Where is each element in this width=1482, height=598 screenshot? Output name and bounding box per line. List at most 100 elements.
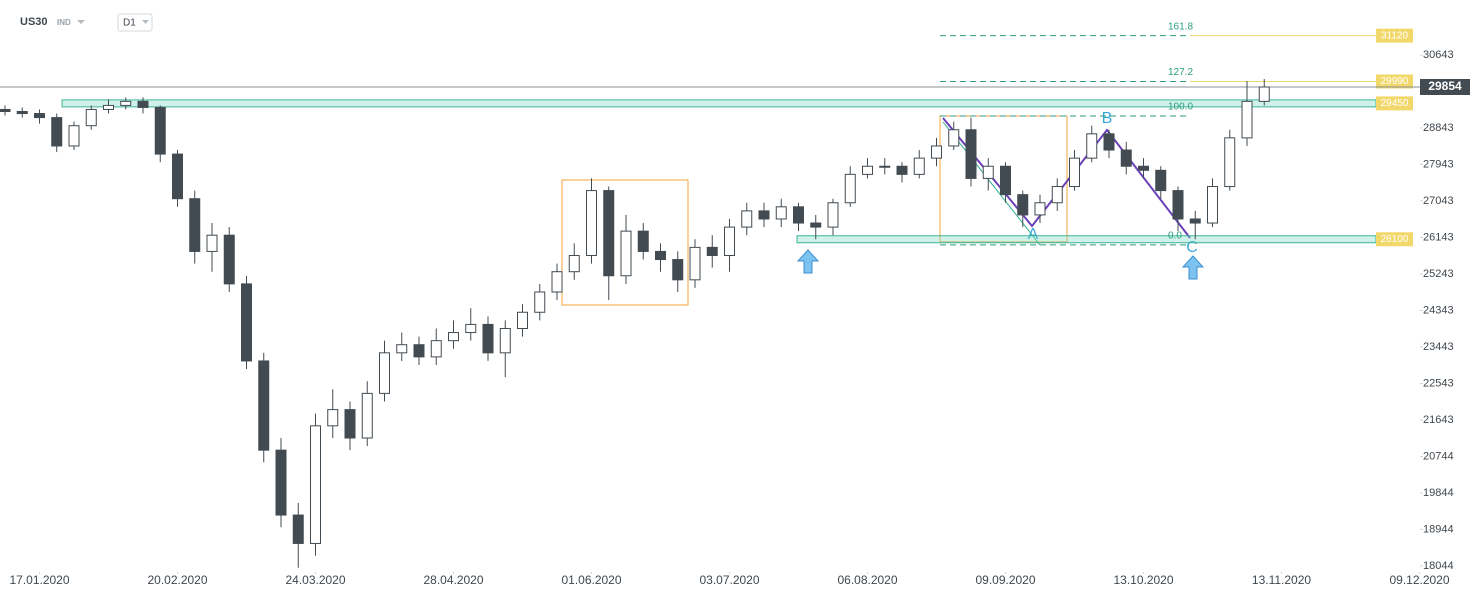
x-tick-label: 20.02.2020 (147, 573, 207, 587)
y-tick-label: 20744 (1423, 450, 1454, 462)
candle-body (241, 283, 252, 362)
x-tick-label: 13.10.2020 (1113, 573, 1173, 587)
candle-body (879, 165, 891, 168)
candle-body (189, 198, 201, 252)
candle-body (275, 449, 287, 516)
up-arrow (796, 249, 820, 274)
candle-body (413, 344, 425, 358)
y-tick-label: 18944 (1423, 523, 1454, 535)
y-tick-label: 22543 (1423, 377, 1454, 389)
candle-body (172, 153, 183, 200)
candle-body (982, 165, 994, 179)
interval[interactable]: D1 (123, 18, 136, 29)
candle-body (120, 100, 132, 106)
y-tick-label: 27043 (1423, 195, 1454, 207)
candle-body (689, 246, 701, 281)
candle-body (448, 332, 459, 342)
y-tick-label: 21643 (1423, 414, 1454, 426)
price-tag-label: 26100 (1381, 234, 1409, 245)
zone (796, 235, 1377, 244)
y-tick-label: 23443 (1423, 341, 1454, 353)
candle-body (741, 210, 753, 228)
x-tick-label: 09.12.2020 (1389, 573, 1449, 587)
candle-body (1155, 169, 1167, 192)
x-tick-label: 03.07.2020 (699, 573, 759, 587)
y-tick-label: 19844 (1423, 487, 1454, 499)
candle-body (1241, 100, 1253, 139)
candle-body (913, 157, 925, 175)
candle-body (1207, 186, 1218, 224)
y-tick-label: 25243 (1423, 268, 1454, 280)
candle-body (1103, 133, 1115, 151)
candle-body (568, 254, 580, 273)
candle-body (551, 271, 563, 293)
candle-body (1120, 149, 1132, 167)
fib-ratio: 100.0 (1168, 102, 1193, 113)
fib-ratio: 161.8 (1168, 21, 1193, 32)
candle-body (844, 173, 856, 204)
x-tick-label: 17.01.2020 (9, 573, 69, 587)
candle-body (896, 165, 908, 175)
current-price-label: 29854 (1428, 79, 1462, 93)
candle-body (51, 117, 63, 147)
candle-body (862, 165, 873, 175)
candle-body (465, 323, 477, 334)
x-tick-label: 24.03.2020 (285, 573, 345, 587)
candle-body (965, 129, 977, 179)
candle-body (1051, 186, 1063, 204)
candle-body (430, 340, 442, 358)
candle-body (396, 344, 408, 354)
candle-body (758, 210, 770, 220)
dropdown-arrow[interactable] (77, 20, 85, 24)
candle-body (310, 425, 321, 544)
symbol[interactable]: US30 (20, 16, 48, 28)
candle-body (223, 234, 235, 285)
x-tick-label: 06.08.2020 (837, 573, 897, 587)
price-tag (1376, 28, 1413, 43)
candle-body (85, 108, 97, 127)
candle-body (810, 222, 822, 228)
candle-body (655, 250, 666, 261)
interval-box[interactable] (117, 13, 153, 32)
candle-body (586, 190, 597, 256)
candle-body (775, 206, 787, 220)
candle-body (706, 246, 718, 256)
candle-body (34, 113, 45, 119)
candle-body (1138, 165, 1149, 171)
candle-body (672, 259, 684, 281)
x-tick-label: 09.09.2020 (975, 573, 1035, 587)
candle-body (793, 206, 804, 224)
y-tick-label: 30643 (1423, 49, 1454, 61)
candle-body (1224, 137, 1236, 188)
fib-ratio: 127.2 (1168, 67, 1193, 78)
pattern-label: C (1186, 239, 1198, 256)
candle-body (724, 226, 735, 256)
candle-body (1034, 202, 1046, 216)
dropdown-arrow[interactable] (142, 20, 149, 24)
up-arrow (1181, 255, 1205, 280)
candle-body (931, 145, 942, 159)
price-tag (1376, 232, 1413, 247)
price-tag-label: 31120 (1381, 30, 1409, 41)
y-tick-label: 18044 (1423, 560, 1454, 572)
x-tick-label: 28.04.2020 (423, 573, 483, 587)
price-tag (1376, 74, 1413, 89)
candle-body (68, 125, 80, 147)
candle-body (361, 392, 373, 439)
candle-body (1086, 133, 1098, 159)
candle-body (16, 110, 28, 115)
candle-body (1000, 165, 1011, 196)
candle-body (292, 514, 304, 544)
candle-body (137, 100, 149, 108)
candle-body (948, 129, 960, 147)
candle-body (499, 327, 511, 354)
candle-body (1069, 157, 1080, 188)
x-tick-label: 13.11.2020 (1252, 573, 1311, 587)
pattern-label: A (1028, 226, 1039, 243)
current-price-tag (1420, 79, 1470, 96)
candle-body (1189, 218, 1201, 224)
candle-body (534, 291, 546, 313)
candle-body (206, 234, 218, 252)
x-tick-label: 01.06.2020 (561, 573, 621, 587)
pattern-label: B (1102, 110, 1113, 127)
